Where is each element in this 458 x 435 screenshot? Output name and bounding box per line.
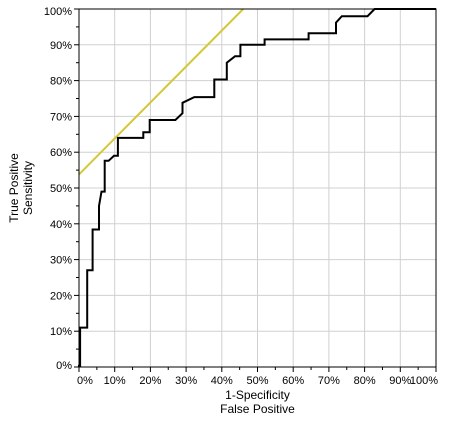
- reference-line: [78, 8, 244, 176]
- x-tick-label: 90%: [389, 375, 411, 387]
- y-tick-label: 70%: [50, 111, 72, 123]
- y-tick-label: 90%: [50, 40, 72, 52]
- y-tick-label: 0%: [56, 360, 72, 372]
- y-axis-sublabel: Sensitivity: [21, 161, 35, 215]
- y-axis-label: True Positive: [7, 153, 21, 223]
- y-tick-label: 10%: [50, 326, 72, 338]
- plot-frame: [78, 8, 437, 368]
- y-tick-label: 60%: [50, 147, 72, 159]
- x-tick-label: 0%: [77, 375, 93, 387]
- x-tick-label: 60%: [282, 375, 304, 387]
- grid-lines: [78, 8, 437, 368]
- x-tick-labels: 0% 10% 20% 30% 40% 50% 60% 70% 80% 90%100%: [77, 375, 438, 387]
- x-tick-label: 100%: [410, 375, 438, 387]
- x-tick-label: 80%: [354, 375, 376, 387]
- x-tick-label: 40%: [211, 375, 233, 387]
- x-axis-sublabel: False Positive: [220, 402, 295, 416]
- y-tick-label: 40%: [50, 219, 72, 231]
- y-tick-label: 80%: [50, 76, 72, 88]
- y-tick-labels: 0% 10% 20% 30% 40% 50% 60% 70% 80% 90% 100%: [44, 6, 72, 372]
- x-tick-label: 50%: [246, 375, 268, 387]
- minor-ticks: [74, 8, 437, 372]
- x-tick-label: 30%: [175, 375, 197, 387]
- x-axis-label: 1-Specificity: [225, 388, 290, 402]
- y-tick-label: 100%: [44, 6, 72, 18]
- roc-curve: [78, 8, 436, 367]
- series-layer: [78, 8, 436, 367]
- x-tick-label: 20%: [139, 375, 161, 387]
- y-tick-label: 50%: [50, 183, 72, 195]
- y-tick-label: 30%: [50, 255, 72, 267]
- x-tick-label: 10%: [104, 375, 126, 387]
- x-tick-label: 70%: [318, 375, 340, 387]
- y-tick-label: 20%: [50, 290, 72, 302]
